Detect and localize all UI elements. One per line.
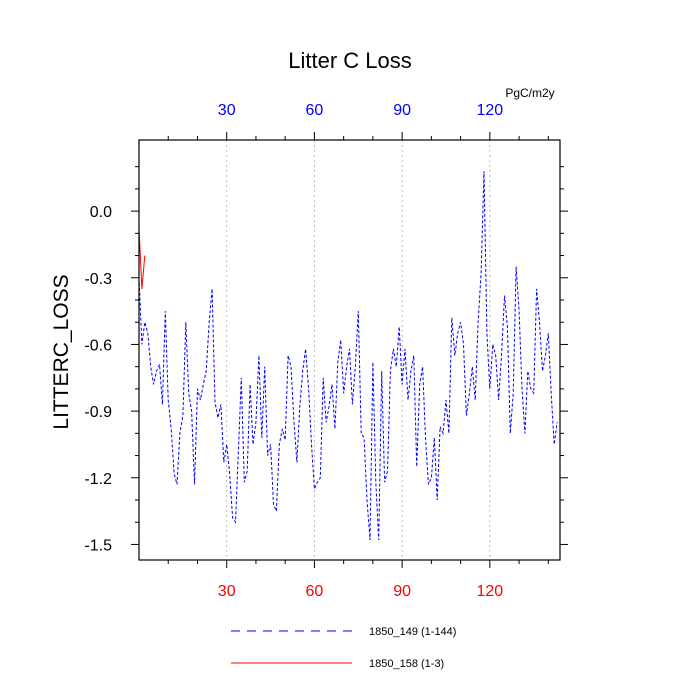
y-tick-label: 0.0 bbox=[90, 204, 112, 221]
tick-labels: 30 30 60 60 90 90 120 120 0.0 -0.3 -0.6 -0.9 -1.2 -1.… bbox=[84, 102, 503, 600]
axis-ticks bbox=[131, 132, 568, 568]
plot-frame bbox=[138, 139, 561, 561]
x-bottom-tick-label: 120 bbox=[476, 583, 503, 600]
x-top-tick-label: 60 bbox=[306, 102, 324, 119]
series-line-1 bbox=[138, 171, 558, 541]
chart-title: Litter C Loss bbox=[288, 48, 412, 73]
x-top-tick-label: 90 bbox=[393, 102, 411, 119]
series-layer bbox=[138, 171, 558, 541]
y-tick-label: -0.6 bbox=[84, 337, 112, 354]
x-top-tick-label: 30 bbox=[218, 102, 236, 119]
legend-label-1: 1850_149 (1-144) bbox=[369, 626, 456, 638]
y-tick-label: -0.9 bbox=[84, 404, 112, 421]
legend-label-2: 1850_158 (1-3) bbox=[369, 658, 444, 670]
legend: 1850_149 (1-144) 1850_158 (1-3) bbox=[231, 626, 456, 670]
series-line-2 bbox=[138, 228, 146, 289]
units-label: PgC/m2y bbox=[505, 86, 554, 100]
x-bottom-tick-label: 60 bbox=[306, 583, 324, 600]
y-tick-label: -1.5 bbox=[84, 537, 112, 554]
vertical-gridlines bbox=[226, 140, 491, 560]
y-axis-label: LITTERC_LOSS bbox=[50, 274, 73, 429]
y-tick-label: -0.3 bbox=[84, 271, 112, 288]
y-tick-label: -1.2 bbox=[84, 471, 112, 488]
x-bottom-tick-label: 30 bbox=[218, 583, 236, 600]
x-top-tick-label: 120 bbox=[476, 102, 503, 119]
x-bottom-tick-label: 90 bbox=[393, 583, 411, 600]
